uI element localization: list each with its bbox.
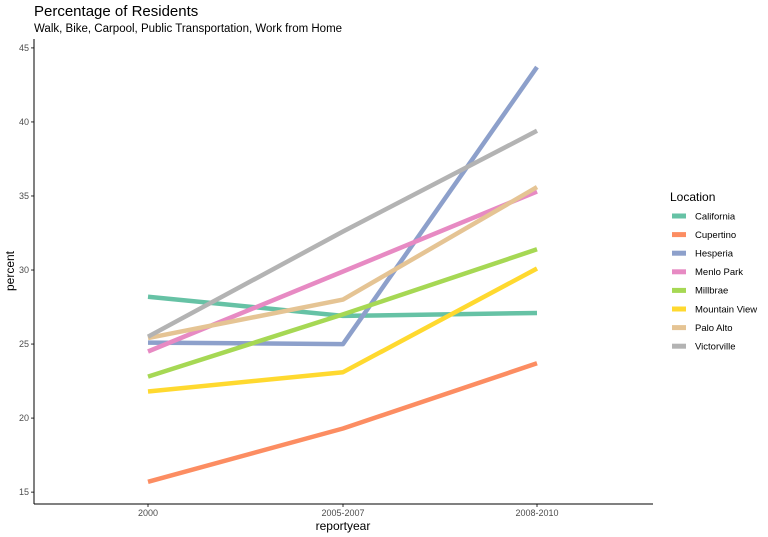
y-tick-label: 35 — [19, 191, 29, 201]
chart-title: Percentage of Residents — [34, 3, 199, 20]
legend-label: Hesperia — [695, 249, 734, 260]
legend: Location California Cupertino Hesperia Menl… — [670, 190, 757, 353]
series-line-victorville — [146, 128, 539, 339]
chart-subtitle: Walk, Bike, Carpool, Public Transportati… — [34, 23, 343, 35]
series-line-cupertino — [147, 361, 538, 484]
x-tick-label: 2008-2010 — [515, 508, 558, 518]
x-tick-label: 2005-2007 — [321, 508, 364, 518]
legend-key-palo-alto — [672, 325, 686, 331]
legend-label: Palo Alto — [695, 323, 733, 334]
legend-label: Cupertino — [695, 230, 736, 241]
legend-key-mountain-view — [672, 306, 686, 312]
legend-key-hesperia — [672, 250, 686, 256]
y-tick-label: 30 — [19, 265, 29, 275]
legend-key-cupertino — [672, 232, 686, 238]
x-axis-label: reportyear — [316, 519, 371, 533]
y-tick-label: 25 — [19, 339, 29, 349]
y-axis-ticks: 15 20 25 30 35 40 45 — [19, 43, 34, 497]
series-line-millbrae — [147, 247, 538, 379]
legend-label: Menlo Park — [695, 267, 743, 278]
legend-label: California — [695, 211, 736, 222]
legend-label: Victorville — [695, 342, 735, 353]
legend-label: Millbrae — [695, 286, 728, 297]
series-line-mountain-view — [147, 266, 539, 394]
legend-title: Location — [670, 190, 715, 204]
y-tick-label: 20 — [19, 413, 29, 423]
series-line-hesperia — [147, 65, 539, 347]
x-tick-label: 2000 — [138, 508, 158, 518]
series-lines — [146, 65, 539, 484]
y-tick-label: 45 — [19, 43, 29, 53]
legend-key-california — [672, 213, 686, 219]
legend-label: Mountain View — [695, 304, 757, 315]
series-line-palo-alto — [147, 185, 539, 341]
legend-key-menlo-park — [672, 269, 686, 275]
x-axis-ticks: 2000 2005-2007 2008-2010 — [138, 504, 559, 518]
y-tick-label: 15 — [19, 487, 29, 497]
y-axis-label: percent — [3, 250, 17, 291]
legend-key-millbrae — [672, 287, 686, 293]
y-tick-label: 40 — [19, 117, 29, 127]
legend-key-victorville — [672, 343, 686, 349]
